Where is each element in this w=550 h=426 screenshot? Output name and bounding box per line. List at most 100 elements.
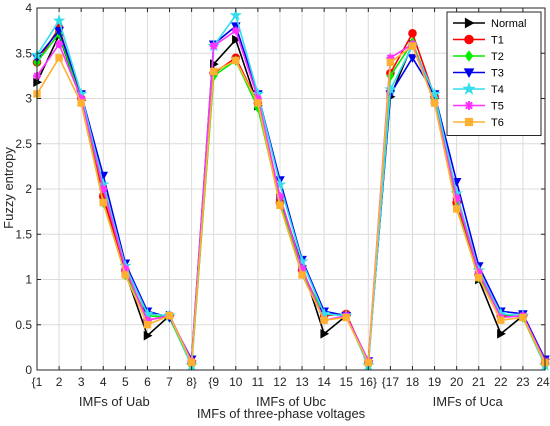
x-tick-label: 7 (166, 375, 173, 389)
y-tick-label: 3.5 (15, 46, 32, 60)
data-point (519, 313, 527, 322)
data-point (384, 82, 397, 95)
data-point (143, 321, 152, 329)
data-point (320, 328, 330, 339)
x-tick-label: 4 (100, 375, 107, 389)
legend-item: T3 (453, 68, 504, 80)
x-tick-label: 21 (472, 375, 486, 389)
y-axis-title: Fuzzy entropy (1, 147, 16, 229)
data-point (462, 81, 476, 95)
x-tick-label: 2 (56, 375, 63, 389)
legend-item: T6 (453, 117, 504, 129)
data-point (386, 58, 395, 66)
legend-label: Normal (491, 18, 526, 30)
data-point (464, 34, 474, 45)
data-point (295, 254, 309, 267)
data-point (408, 29, 417, 38)
x-group-label: IMFs of Uca (433, 394, 504, 409)
data-point (276, 201, 284, 209)
y-tick-label: 2 (25, 182, 32, 196)
y-tick-label: 2.5 (15, 137, 32, 151)
x-tick-label: {1 (32, 375, 43, 389)
legend-item: Normal (453, 17, 526, 30)
y-tick-label: 0.5 (15, 318, 32, 332)
legend: Normal T1 T2 T3 T4 T5 T6 (446, 11, 542, 136)
legend-item: T5 (453, 101, 504, 113)
x-tick-label: 22 (494, 375, 508, 389)
x-axis-title: IMFs of three-phase voltages (197, 406, 366, 421)
data-point (121, 271, 130, 279)
legend-item: T2 (453, 50, 504, 63)
x-tick-label: 14 (317, 375, 331, 389)
data-point (77, 99, 85, 107)
x-tick-label: 13 (295, 375, 309, 389)
x-tick-label: {9 (208, 375, 219, 389)
x-tick-label: 8} (186, 375, 197, 389)
data-point (52, 14, 66, 26)
data-point (229, 8, 242, 21)
axes: 00.511.522.533.54{1 2 3 4 5 6 7 8} {9 10 11 12 13 14 1… (15, 1, 550, 409)
data-point (209, 67, 218, 76)
legend-label: T3 (491, 68, 504, 80)
data-point (298, 271, 306, 279)
data-point (342, 313, 350, 322)
data-point (497, 316, 505, 324)
data-point (408, 42, 417, 50)
data-point (464, 17, 475, 29)
x-tick-label: 16} (360, 375, 377, 389)
data-point (231, 26, 240, 35)
series-t6 (33, 42, 549, 367)
x-tick-label: 15 (340, 375, 354, 389)
data-point (143, 330, 153, 341)
x-tick-label: 11 (252, 375, 265, 389)
x-group-label: IMFs of Uab (79, 394, 150, 409)
data-point (254, 99, 262, 107)
legend-label: T4 (491, 84, 504, 96)
x-tick-label: 10 (229, 375, 243, 389)
data-point (475, 273, 483, 282)
data-point (463, 68, 475, 79)
data-point (464, 101, 474, 110)
legend-label: T6 (491, 117, 504, 129)
x-tick-label: 12 (273, 375, 287, 389)
x-group-label: IMFs of Ubc (256, 394, 327, 409)
data-point (452, 205, 461, 213)
legend-item: T1 (453, 35, 504, 47)
legend-item: T4 (453, 81, 504, 96)
legend-box (446, 11, 542, 136)
data-point (364, 359, 373, 367)
y-tick-label: 1 (25, 273, 32, 287)
data-point (55, 40, 64, 49)
data-point (320, 316, 328, 324)
data-point (407, 54, 418, 63)
y-tick-label: 0 (25, 363, 32, 377)
legend-label: T1 (491, 35, 504, 47)
x-tick-label: 5 (122, 375, 129, 389)
x-tick-label: 24} (536, 375, 550, 389)
data-point (209, 42, 218, 51)
x-tick-label: 19 (428, 375, 442, 389)
data-point (430, 99, 439, 107)
series-line (36, 44, 546, 366)
data-point (464, 117, 474, 127)
data-point (232, 34, 241, 45)
series-lines (30, 8, 550, 371)
data-point (232, 56, 240, 65)
x-tick-label: 18 (406, 375, 420, 389)
legend-label: T2 (491, 51, 504, 63)
series-line (36, 24, 546, 364)
x-tick-label: 3 (78, 375, 85, 389)
data-point (55, 54, 63, 62)
y-tick-label: 1.5 (15, 227, 32, 241)
x-tick-label: 23 (516, 375, 530, 389)
x-tick-label: 6 (144, 375, 151, 389)
data-point (99, 198, 107, 207)
data-point (464, 50, 474, 62)
data-point (497, 328, 506, 339)
data-point (165, 312, 174, 320)
x-tick-label: {17 (382, 375, 400, 389)
legend-label: T5 (491, 101, 504, 113)
data-point (187, 359, 196, 367)
y-tick-label: 3 (25, 92, 32, 106)
